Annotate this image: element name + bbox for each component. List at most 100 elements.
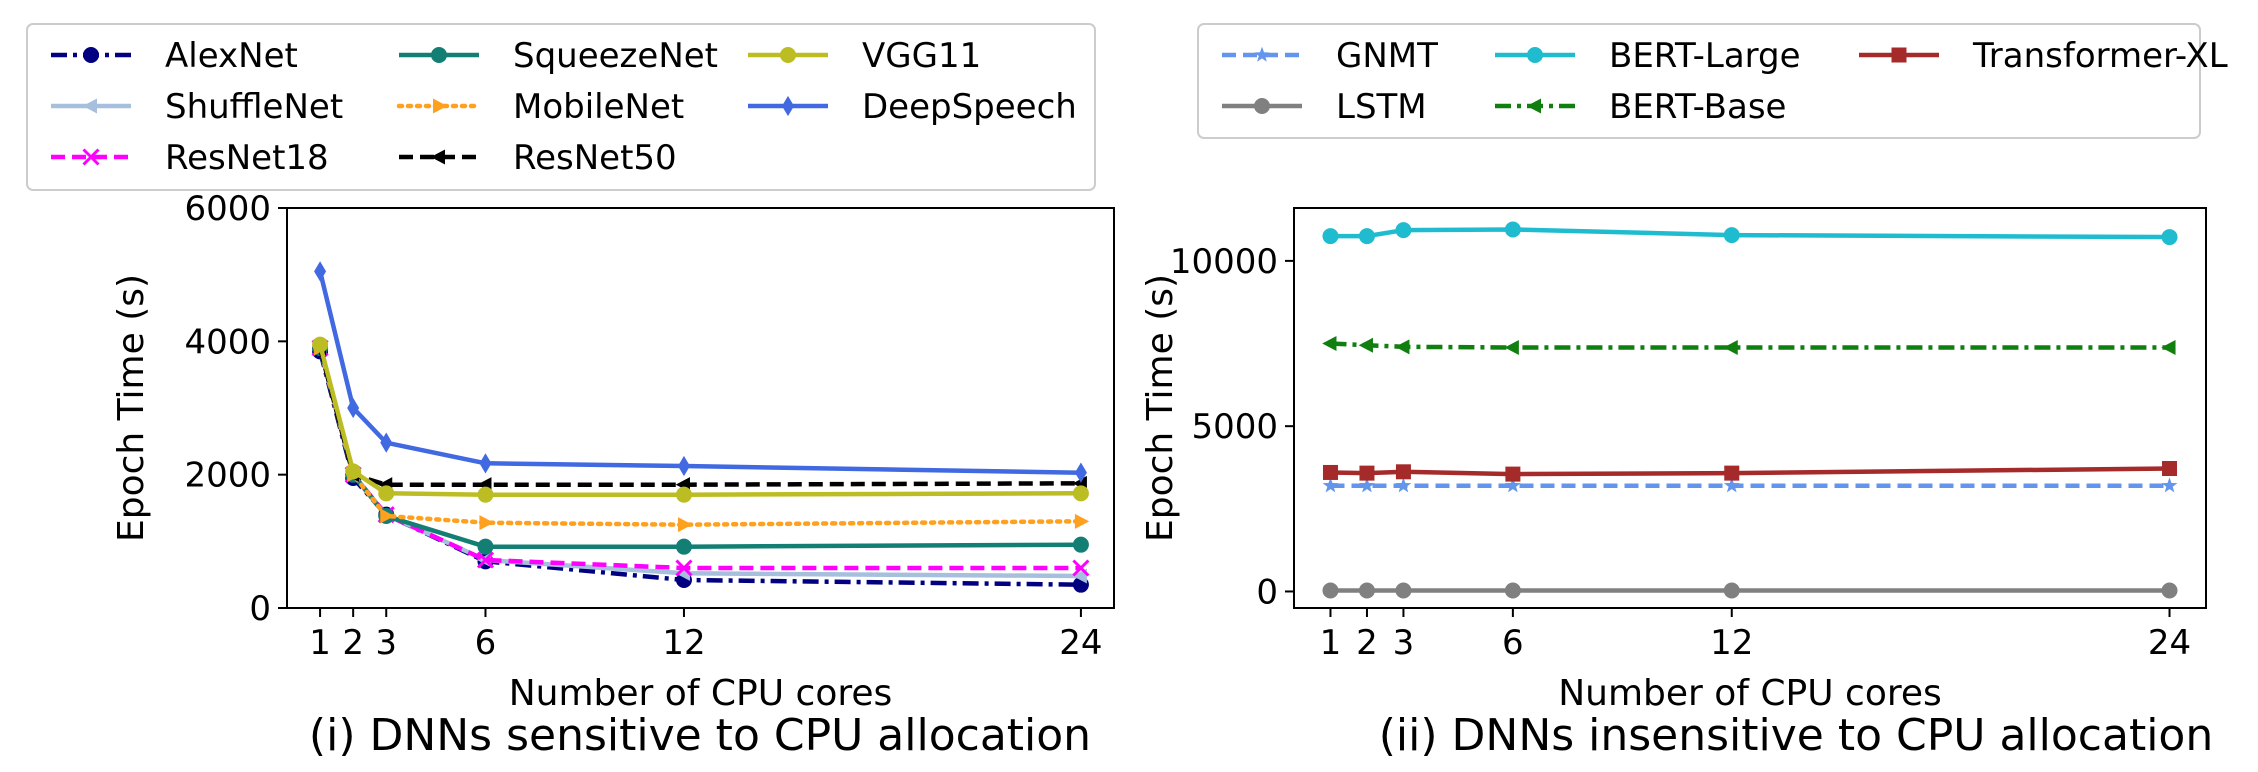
y-axis-label: Epoch Time (s) bbox=[111, 274, 152, 542]
series-bert-large bbox=[1322, 221, 2178, 246]
data-point bbox=[1395, 464, 1411, 480]
data-point bbox=[1723, 227, 1740, 244]
data-point bbox=[1074, 462, 1087, 483]
x-tick-label: 12 bbox=[1710, 623, 1753, 663]
data-point bbox=[477, 486, 494, 503]
series-deepspeech bbox=[314, 261, 1087, 483]
legend-item-bert-large: BERT-Large bbox=[1495, 36, 1801, 76]
legend-label: BERT-Base bbox=[1609, 87, 1786, 127]
legend: GNMT LSTM BERT-Large BERT-Base Transformer-X… bbox=[1197, 23, 2228, 139]
legend-box bbox=[1197, 23, 2201, 139]
panel-caption: (i) DNNs sensitive to CPU allocation bbox=[309, 710, 1091, 761]
legend-swatch-marker bbox=[83, 47, 99, 63]
plot-frame bbox=[286, 207, 1115, 609]
y-tick-label: 6000 bbox=[184, 189, 271, 229]
x-tick-label: 1 bbox=[1320, 623, 1342, 663]
legend-item-resnet50: ResNet50 bbox=[399, 138, 677, 178]
series-resnet18 bbox=[311, 339, 1090, 577]
data-point bbox=[312, 336, 329, 353]
data-point bbox=[675, 486, 692, 503]
data-point bbox=[2161, 340, 2176, 356]
data-point bbox=[378, 485, 395, 502]
data-point bbox=[1322, 582, 1339, 599]
legend-label: GNMT bbox=[1336, 36, 1438, 76]
legend-label: ResNet18 bbox=[165, 138, 329, 178]
series-line bbox=[317, 270, 1081, 475]
legend-label: AlexNet bbox=[165, 36, 298, 76]
data-point bbox=[1358, 228, 1375, 245]
legend-swatch-marker bbox=[82, 148, 100, 166]
data-point bbox=[1322, 464, 1338, 480]
y-tick-label: 2000 bbox=[184, 456, 271, 496]
legend-item-transformer-xl: Transformer-XL bbox=[1859, 36, 2228, 76]
legend-item-shufflenet: ShuffleNet bbox=[51, 87, 343, 127]
y-tick-label: 10000 bbox=[1170, 242, 1278, 282]
legend-item-bert-base: BERT-Base bbox=[1495, 87, 1786, 127]
legend-item-resnet18: ResNet18 bbox=[51, 138, 329, 178]
data-point bbox=[1359, 477, 1375, 493]
x-axis-label: Number of CPU cores bbox=[1558, 673, 1942, 714]
series-bert-base bbox=[1322, 336, 2176, 356]
legend-swatch-marker bbox=[782, 95, 794, 117]
y-tick-label: 5000 bbox=[1191, 407, 1278, 447]
x-tick-label: 12 bbox=[662, 623, 705, 663]
y-axis-label: Epoch Time (s) bbox=[1140, 274, 1181, 542]
data-point bbox=[1074, 513, 1090, 529]
legend-swatch-marker bbox=[431, 47, 447, 63]
series-line bbox=[1330, 227, 2170, 240]
data-point bbox=[380, 432, 393, 453]
series-line bbox=[317, 347, 1081, 549]
data-point bbox=[677, 517, 693, 533]
x-tick-label: 24 bbox=[2148, 623, 2191, 663]
data-point bbox=[2161, 229, 2178, 246]
series-line bbox=[317, 344, 1081, 497]
legend-swatch-marker bbox=[1254, 98, 1270, 114]
data-point bbox=[1395, 339, 1410, 355]
data-point bbox=[2161, 582, 2178, 599]
y-tick-label: 0 bbox=[1256, 572, 1278, 612]
data-point bbox=[1724, 465, 1740, 481]
x-tick-label: 6 bbox=[1502, 623, 1524, 663]
data-point bbox=[479, 515, 494, 531]
legend-label: LSTM bbox=[1336, 87, 1427, 127]
y-tick-label: 0 bbox=[249, 589, 271, 629]
series-line bbox=[317, 345, 1084, 527]
data-point bbox=[2161, 477, 2178, 493]
data-point bbox=[1395, 222, 1412, 239]
series-line bbox=[1330, 466, 2170, 477]
legend-label: MobileNet bbox=[513, 87, 684, 127]
x-tick-label: 2 bbox=[1356, 623, 1378, 663]
data-point bbox=[1322, 477, 1339, 493]
legend-swatch-marker bbox=[82, 98, 97, 114]
legend-swatch-marker bbox=[1527, 47, 1543, 63]
legend: AlexNet ShuffleNet ResNet18 SqueezeNet Mobil… bbox=[26, 23, 1096, 191]
data-point bbox=[347, 397, 360, 419]
legend-label: BERT-Large bbox=[1609, 36, 1801, 76]
plot-frame bbox=[1293, 207, 2207, 609]
x-tick-label: 24 bbox=[1059, 623, 1102, 663]
data-point bbox=[476, 551, 495, 569]
series-gnmt bbox=[1322, 477, 2178, 493]
legend-swatch-marker bbox=[433, 98, 448, 114]
x-tick-label: 2 bbox=[342, 623, 364, 663]
data-point bbox=[479, 453, 492, 474]
legend-swatch-marker bbox=[1891, 47, 1907, 63]
data-point bbox=[1504, 221, 1521, 238]
data-point bbox=[1322, 228, 1339, 245]
legend-item-deepspeech: DeepSpeech bbox=[748, 87, 1077, 127]
legend-swatch-marker bbox=[1254, 46, 1270, 62]
legend-item-vgg11: VGG11 bbox=[748, 36, 981, 76]
data-point bbox=[1395, 477, 1412, 493]
x-tick-label: 6 bbox=[475, 623, 497, 663]
series-vgg11 bbox=[312, 336, 1089, 503]
legend-label: Transformer-XL bbox=[1972, 36, 2228, 76]
legend-label: VGG11 bbox=[862, 36, 981, 76]
series-line bbox=[317, 347, 1081, 579]
series-mobilenet bbox=[314, 340, 1090, 533]
data-point bbox=[1322, 336, 1337, 352]
legend-swatch-marker bbox=[1526, 98, 1541, 114]
data-point bbox=[1723, 340, 1738, 356]
legend-label: ResNet50 bbox=[513, 138, 677, 178]
